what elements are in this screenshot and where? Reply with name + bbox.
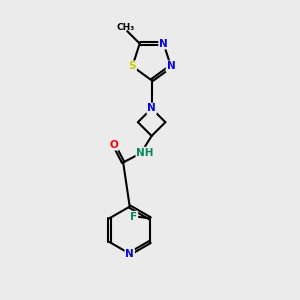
Text: F: F	[130, 212, 137, 222]
Text: N: N	[167, 61, 175, 71]
Text: O: O	[110, 140, 118, 150]
Text: CH₃: CH₃	[116, 23, 134, 32]
Text: N: N	[147, 103, 156, 113]
Text: N: N	[125, 249, 134, 259]
Text: NH: NH	[136, 148, 154, 158]
Text: N: N	[159, 39, 168, 49]
Text: S: S	[129, 61, 136, 71]
